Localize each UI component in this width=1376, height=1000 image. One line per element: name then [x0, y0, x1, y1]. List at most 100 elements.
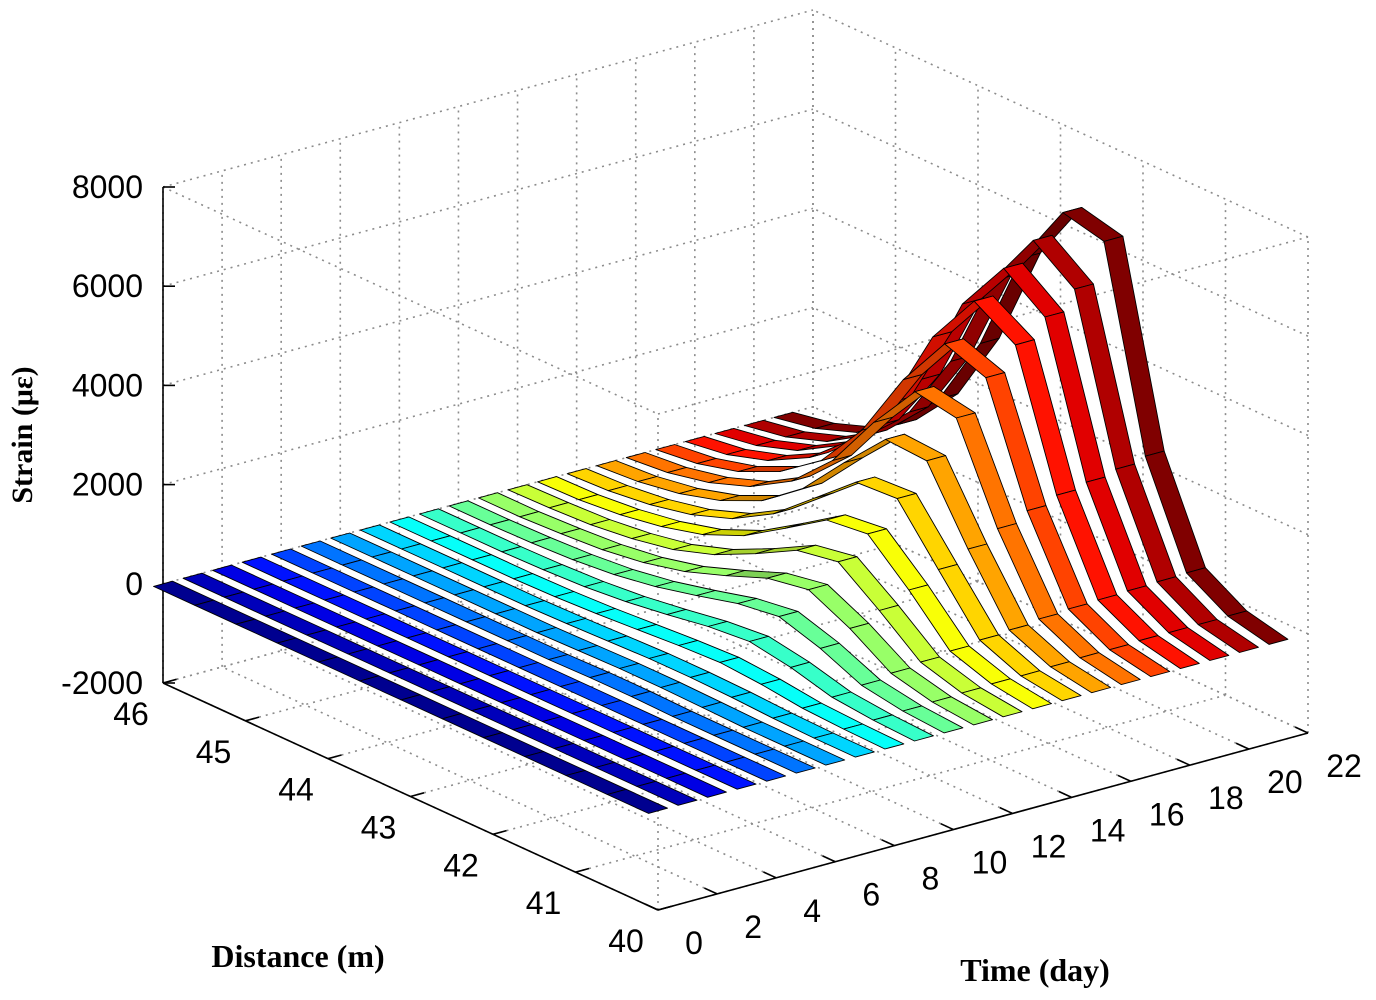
grid-line — [162, 306, 814, 486]
x-tick-label: 16 — [1149, 796, 1185, 832]
y-tick-label: 41 — [526, 885, 562, 921]
ribbon-segment — [665, 772, 727, 798]
z-axis-title: Strain (με) — [6, 366, 39, 503]
ribbon-series — [714, 262, 1230, 661]
grid-line — [162, 207, 814, 387]
x-tick-label: 22 — [1326, 748, 1362, 784]
y-tick-mark — [162, 678, 177, 684]
grid-line — [162, 505, 814, 684]
y-tick-label: 40 — [608, 923, 644, 959]
ribbon-segment — [885, 433, 947, 462]
x-tick-label: 2 — [744, 909, 762, 945]
ribbon-segment — [636, 623, 699, 646]
z-tick-label: -2000 — [61, 665, 143, 701]
ribbon-segment — [1062, 206, 1124, 242]
ribbon-series — [359, 524, 875, 758]
ribbon-series — [566, 468, 1082, 702]
grid-line — [162, 9, 814, 188]
x-axis-title: Time (day) — [960, 952, 1110, 988]
ribbon-segment — [872, 714, 934, 742]
x-tick-mark — [644, 903, 659, 911]
grid-line — [492, 656, 1144, 836]
ribbon-segment — [1020, 670, 1082, 702]
y-tick-mark — [492, 829, 507, 836]
x-tick-mark — [822, 855, 836, 863]
ribbon-segment — [902, 705, 964, 734]
x-tick-mark — [881, 839, 895, 847]
box-edge — [162, 186, 659, 415]
z-tick-label: 8000 — [72, 169, 143, 205]
ribbon-segment — [606, 788, 668, 814]
ribbon-series — [271, 548, 787, 782]
grid-line — [162, 108, 814, 287]
ribbon-segment — [1168, 627, 1230, 661]
ribbon-segment — [1032, 234, 1094, 290]
y-tick-label: 44 — [278, 772, 314, 808]
ribbon-segment — [961, 687, 1023, 718]
ribbon-segment — [784, 740, 846, 766]
ribbon-series — [330, 532, 846, 766]
ribbon-series — [241, 556, 757, 790]
ribbon-segment — [1138, 635, 1200, 670]
y-tick-label: 46 — [113, 696, 149, 732]
ribbon-segment — [1227, 610, 1289, 645]
ribbon-segment — [808, 584, 870, 629]
x-tick-mark — [1176, 758, 1191, 766]
ribbon-series — [537, 476, 1052, 710]
ribbon-segment — [719, 656, 781, 685]
ribbon-series — [448, 500, 964, 734]
ribbon-series — [744, 234, 1259, 653]
ribbon-series — [212, 564, 727, 798]
y-tick-mark — [327, 754, 342, 760]
ribbon-segment — [855, 476, 917, 500]
x-tick-mark — [999, 806, 1013, 815]
x-tick-mark — [940, 822, 954, 831]
x-tick-mark — [704, 887, 718, 895]
grid-line — [812, 9, 1309, 238]
ribbon-series — [655, 338, 1171, 678]
y-tick-label: 42 — [443, 847, 479, 883]
x-tick-label: 0 — [685, 925, 703, 961]
ribbon-series — [478, 492, 993, 726]
y-axis-title: Distance (m) — [211, 938, 384, 974]
ribbon-series — [153, 580, 668, 814]
ribbon-segment — [990, 678, 1052, 710]
ribbon-segment — [813, 732, 875, 758]
ribbon-segment — [1197, 619, 1259, 653]
x-tick-mark — [1117, 774, 1132, 782]
x-tick-label: 12 — [1031, 828, 1067, 864]
ribbon-series — [389, 516, 905, 750]
y-tick-mark — [575, 867, 590, 873]
ribbon-segment — [1109, 644, 1171, 678]
ribbon-series — [300, 540, 816, 774]
ribbon-segment — [754, 748, 816, 774]
ribbon-segment — [695, 764, 757, 790]
y-tick-mark — [245, 716, 260, 722]
y-tick-mark — [410, 792, 425, 798]
x-tick-mark — [1294, 726, 1309, 734]
z-tick-label: 6000 — [72, 268, 143, 304]
z-tick-label: 4000 — [72, 367, 143, 403]
ribbon-segment — [843, 723, 905, 750]
ribbon-segment — [749, 635, 811, 668]
z-tick-label: 2000 — [72, 467, 143, 503]
x-tick-label: 14 — [1090, 812, 1126, 848]
x-tick-mark — [1235, 742, 1250, 750]
ribbon-segment — [743, 522, 805, 537]
ribbon-series — [596, 433, 1112, 694]
x-tick-label: 10 — [972, 845, 1008, 881]
ribbon-series — [182, 572, 698, 806]
y-tick-mark — [657, 905, 672, 911]
y-tick-label: 45 — [196, 734, 232, 770]
y-tick-label: 43 — [361, 810, 397, 846]
x-tick-label: 20 — [1267, 764, 1303, 800]
x-axis-line — [657, 732, 1309, 911]
x-tick-label: 6 — [862, 877, 880, 913]
ribbon-segment — [778, 610, 840, 649]
x-tick-label: 4 — [803, 893, 821, 929]
ribbon-segment — [931, 696, 993, 726]
ribbon-series — [507, 484, 1023, 718]
ribbon-series — [419, 508, 934, 742]
